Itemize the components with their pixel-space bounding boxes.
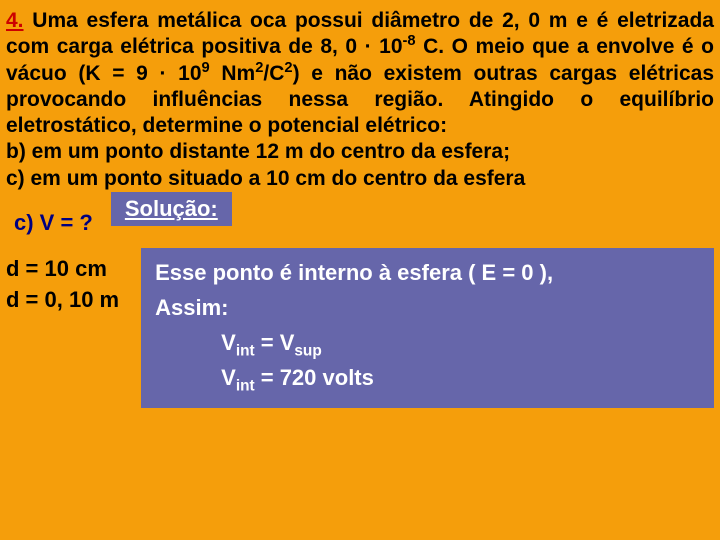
given-data: d = 10 cm d = 0, 10 m [6,254,119,316]
answer-line3: Vint = Vsup [155,326,700,359]
problem-line6: b) em um ponto distante 12 m do centro d… [6,140,510,163]
problem-line7: c) em um ponto situado a 10 cm do centro… [6,167,525,190]
bottom-row: d = 10 cm d = 0, 10 m Esse ponto é inter… [6,248,714,408]
exp1: -8 [403,33,416,49]
problem-line3c: /C [263,62,284,85]
problem-number: 4. [6,9,24,32]
middle-row: c) V = ? Solução: [6,210,714,236]
data-d2: d = 0, 10 m [6,285,119,316]
answer-box: Esse ponto é interno à esfera ( E = 0 ),… [141,248,714,408]
exp2: 9 [202,60,210,76]
problem-statement: 4. Uma esfera metálica oca possui diâmet… [6,8,714,192]
data-d1: d = 10 cm [6,254,119,285]
part-label: c) V = ? [14,210,93,236]
problem-line3d: ) e não existem [293,62,462,85]
problem-line2b: C. O meio [416,35,525,58]
solution-label: Solução: [111,192,232,226]
answer-line4: Vint = 720 volts [155,361,700,394]
problem-line1: Uma esfera metálica oca possui diâmetro … [32,9,608,32]
exp4: 2 [284,60,292,76]
answer-line2: Assim: [155,291,700,324]
answer-line1: Esse ponto é interno à esfera ( E = 0 ), [155,256,700,289]
problem-line3b: Nm [210,62,256,85]
